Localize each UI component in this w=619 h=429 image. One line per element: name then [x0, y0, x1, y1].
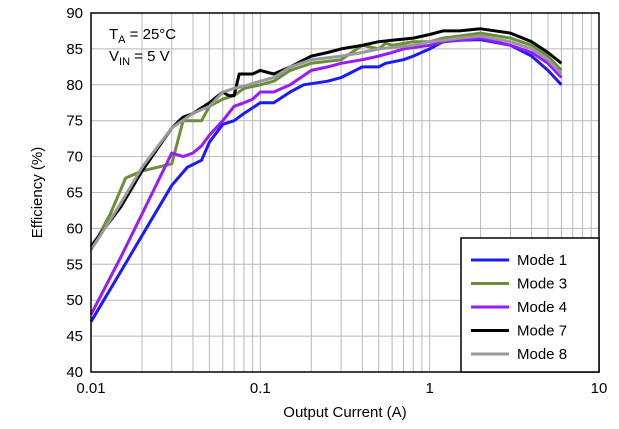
y-tick-label: 60 — [66, 220, 83, 237]
annotation-line: TA = 25°C — [109, 26, 176, 46]
legend-box — [460, 237, 600, 373]
annotation-line: VIN = 5 V — [109, 48, 170, 68]
x-tick-label: 0.01 — [76, 380, 105, 397]
x-axis-label: Output Current (A) — [283, 404, 406, 421]
y-tick-label: 70 — [66, 149, 83, 166]
y-tick-label: 40 — [66, 364, 83, 381]
legend-label: Mode 1 — [517, 252, 567, 269]
series-mode-3-line — [89, 31, 563, 251]
x-axis-ticks: 0.01 0.1 1 10 — [76, 380, 607, 397]
y-tick-label: 55 — [66, 256, 83, 273]
series-mode-8-line — [89, 34, 563, 251]
y-axis-label: Efficiency (%) — [29, 147, 46, 238]
legend-label: Mode 7 — [517, 323, 567, 340]
legend-label: Mode 4 — [517, 299, 567, 316]
legend-label: Mode 3 — [517, 276, 567, 293]
series-lines — [89, 27, 563, 323]
y-tick-label: 50 — [66, 292, 83, 309]
y-tick-label: 85 — [66, 41, 83, 58]
y-tick-label: 65 — [66, 185, 83, 202]
y-tick-label: 90 — [66, 5, 83, 22]
series-mode-4-line — [89, 36, 563, 316]
y-tick-label: 80 — [66, 77, 83, 94]
y-tick-label: 75 — [66, 113, 83, 130]
x-tick-label: 0.1 — [250, 380, 271, 397]
legend-label: Mode 8 — [517, 346, 567, 363]
plot-frame — [90, 12, 600, 373]
y-axis-ticks: 40 45 50 55 60 65 70 75 80 85 90 — [66, 5, 83, 381]
x-tick-label: 1 — [425, 380, 433, 397]
legend: Mode 1 Mode 3 Mode 4 Mode 7 Mode 8 — [460, 237, 600, 373]
x-tick-label: 10 — [591, 380, 608, 397]
y-tick-label: 45 — [66, 328, 83, 345]
